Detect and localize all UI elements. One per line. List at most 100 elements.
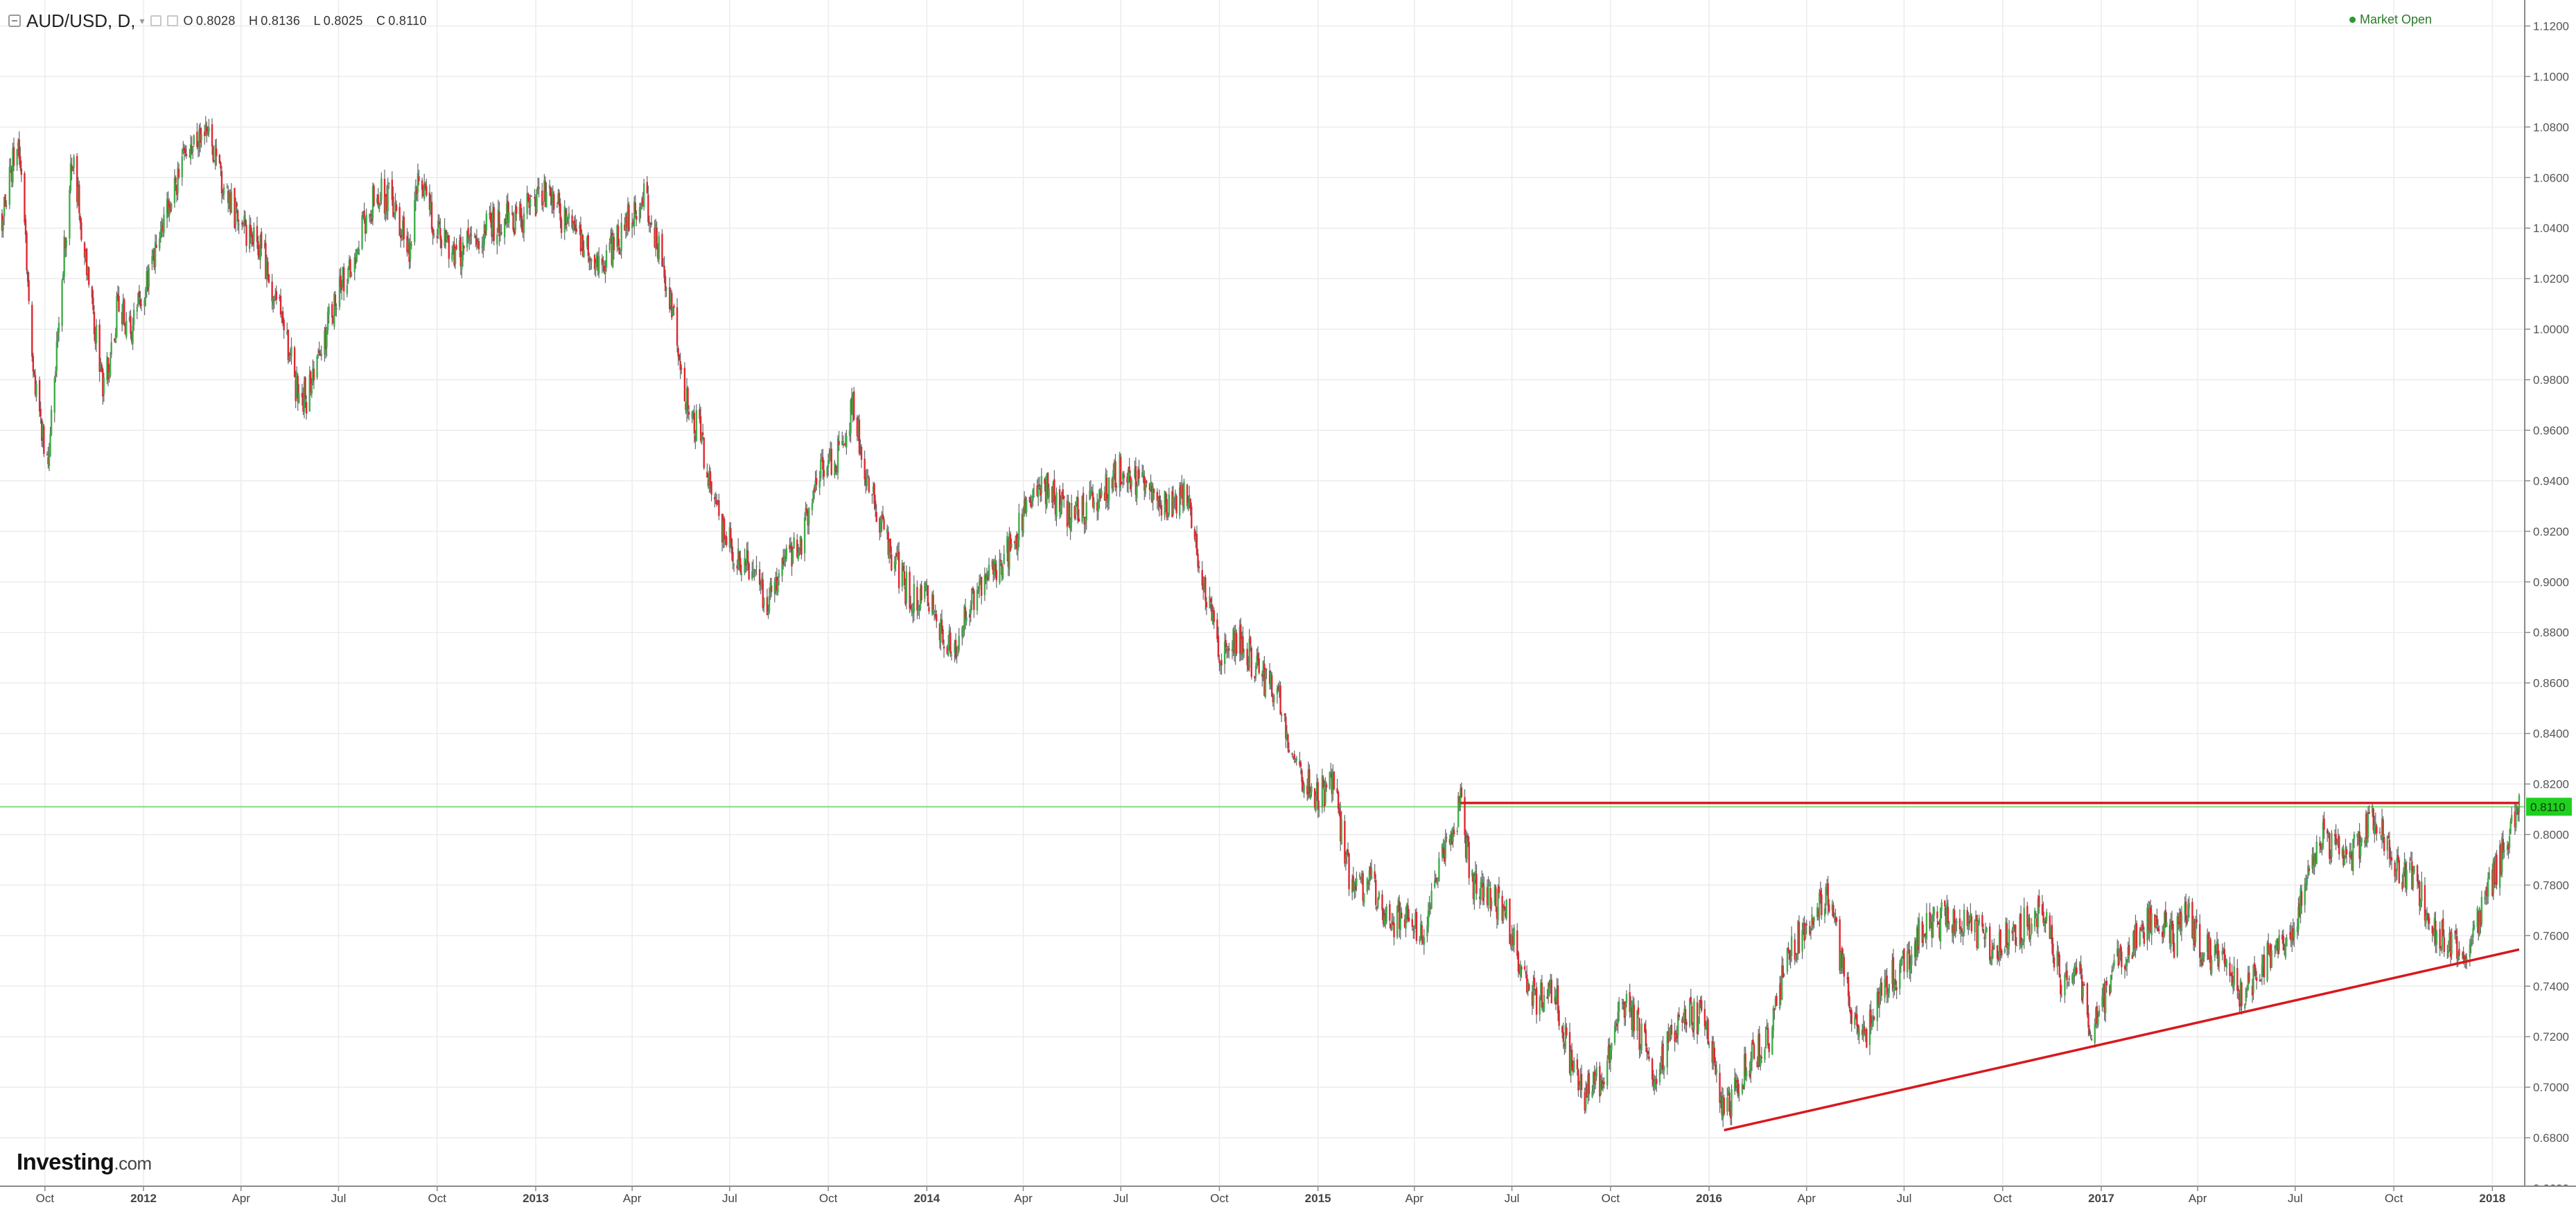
candle-body [2383,836,2385,852]
candle-body [453,243,455,265]
candle-body [2390,856,2392,859]
candle-body [964,607,967,620]
candle-body [1220,660,1223,666]
candle-body [1405,913,1407,929]
candle-body [140,304,143,306]
candle-body [512,213,514,230]
candle-body [2133,930,2136,949]
candle-body [1986,928,1988,933]
collapse-legend-button[interactable] [8,15,21,27]
candle-body [695,410,698,441]
candle-body [2044,919,2047,924]
candle-body [349,259,351,277]
candle-body [954,640,957,658]
candle-body [1727,1090,1730,1095]
candle-body [1728,1092,1731,1112]
candle-body [1707,1019,1709,1044]
candle-body [491,210,494,235]
candle-body [295,379,297,401]
candle-body [2241,983,2243,1006]
candle-body [207,131,209,135]
candle-body [568,213,570,219]
candle-body [493,206,495,241]
time-axis[interactable] [0,1186,2576,1207]
candle-body [1601,1080,1603,1089]
candle-body [2428,917,2430,924]
candle-body [1782,965,1784,978]
candle-body [646,182,649,193]
candle-body [1152,486,1154,501]
candle-body [1744,1053,1746,1076]
candle-body [886,529,888,534]
candle-body [1839,919,1841,971]
ascending-support-line[interactable] [1724,948,2520,1131]
candle-body [184,149,186,154]
candle-body [1681,1019,1683,1023]
candle-body [672,308,674,316]
candle-body [1909,949,1911,970]
candle-body [687,412,690,415]
candle-body [1441,844,1444,858]
candle-body [452,247,455,254]
candle-body [1918,919,1920,946]
price-tick-label: 0.8200 [2533,778,2569,791]
settings-icon[interactable] [150,15,161,26]
candle-body [2193,920,2196,946]
candle-body [377,194,379,206]
candle-body [1621,998,1624,1001]
candle-body [752,569,755,570]
candle-body [161,225,164,231]
close-icon[interactable] [166,15,178,26]
candle-body [1067,500,1069,524]
chevron-down-icon[interactable]: ▾ [139,15,145,26]
candle-body [422,186,424,197]
candle-body [71,165,73,172]
candle-body [627,204,629,229]
candle-body [308,375,310,412]
candle-body [694,436,696,441]
candle-body [766,597,769,615]
candle-body [1063,496,1065,499]
candle-body [2352,839,2354,872]
candle-body [1767,1028,1769,1046]
candle-body [320,353,322,356]
candle-body [1130,479,1132,487]
candle-body [1464,834,1467,858]
candle-body [1548,983,1550,987]
candle-body [2431,926,2433,934]
candle-body [2266,942,2268,981]
candle-body [2218,955,2220,964]
candle-body [1576,1059,1579,1070]
candle-body [1493,885,1496,904]
candle-body [2278,935,2280,951]
candle-body [2247,973,2250,990]
candle-body [1396,906,1399,937]
candle-body [1887,992,1889,998]
candle-body [924,583,926,599]
symbol-title[interactable]: AUD/USD, D, [26,10,136,31]
candle-body [1693,1001,1695,1030]
price-axis[interactable] [2525,0,2576,1207]
candle-body [588,258,590,261]
trendline-annotations[interactable] [1460,802,2520,1131]
candle-body [1900,962,1902,967]
candle-body [1966,910,1968,926]
candle-body [604,270,606,274]
candle-body [1464,797,1466,835]
candle-body [2022,939,2024,940]
candle-body [1906,951,1909,973]
candle-body [371,186,374,219]
candle-body [33,371,35,376]
candle-body [394,202,396,215]
price-tick-label: 0.9600 [2533,424,2569,437]
candle-body [1377,898,1379,907]
candle-body [976,590,979,610]
candle-body [1660,1064,1662,1070]
candle-body [1338,807,1340,815]
candle-body [1268,670,1271,685]
candle-body [2457,951,2460,960]
candle-body [724,538,726,542]
candle-body [1188,495,1191,505]
candle-body [1224,642,1226,664]
